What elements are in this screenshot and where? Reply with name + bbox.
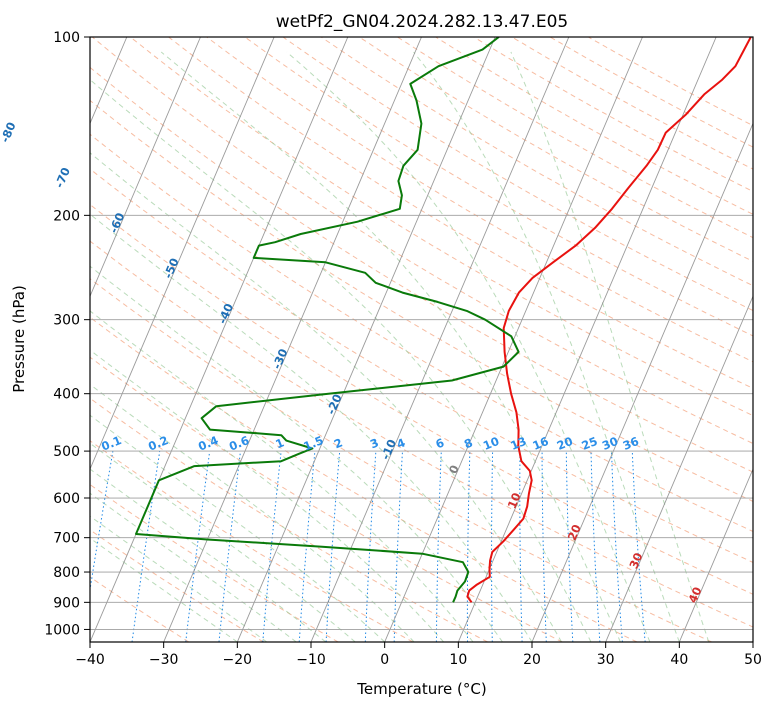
moist-adiabat-line [90, 310, 474, 642]
y-tick-label: 1000 [44, 622, 80, 638]
moist-adiabat-line [90, 537, 238, 642]
isotherm-label: -80 [0, 120, 19, 145]
x-tick-label: 50 [744, 652, 762, 668]
x-tick-label: 0 [380, 652, 389, 668]
x-tick-label: −30 [149, 652, 179, 668]
x-axis: −40 −30 −20 −10 0 10 20 30 40 50 [75, 642, 762, 668]
y-tick-label: 100 [53, 30, 80, 46]
plot-frame [89, 36, 754, 643]
isotherm-line [752, 640, 753, 642]
moist-adiabat-line [286, 51, 651, 642]
mixing-ratio-label: 13 [508, 434, 528, 453]
y-tick-label: 200 [53, 208, 80, 224]
isotherm-line [90, 37, 349, 642]
moist-adiabat-line [413, 51, 680, 642]
moist-adiabat-line [90, 414, 386, 642]
isotherm-line [236, 37, 496, 642]
dry-adiabat-line [90, 99, 753, 502]
moist-adiabat-line [90, 152, 562, 642]
y-tick-label: 700 [53, 531, 80, 547]
isotherm-label: 20 [565, 522, 584, 542]
y-tick-label: 600 [53, 491, 80, 507]
moist-adiabat-line [90, 442, 356, 642]
isotherm-label: -70 [52, 165, 73, 190]
y-tick-label: 400 [53, 387, 80, 403]
y-tick-label: 500 [53, 444, 80, 460]
dry-adiabat-line [397, 37, 753, 239]
mixing-ratio-label: 30 [600, 434, 620, 453]
mixing-ratio-line [90, 451, 114, 593]
dry-adiabat-line [282, 37, 753, 312]
dry-adiabat-line [90, 133, 753, 533]
x-tick-label: 40 [670, 652, 688, 668]
x-tick-label: −20 [223, 652, 253, 668]
mixing-ratio-line [631, 451, 646, 642]
dry-adiabat-line [130, 37, 753, 417]
mixing-ratio-line [218, 451, 241, 642]
moist-adiabat-line [90, 78, 592, 642]
mixing-ratio-label: 10 [481, 434, 501, 453]
dry-adiabat-line [91, 37, 753, 445]
y-tick-label: 300 [53, 313, 80, 329]
dry-adiabat-line [90, 203, 753, 595]
moist-adiabat-line [90, 265, 503, 642]
isotherm-line [90, 37, 275, 471]
moist-adiabat-line [160, 51, 621, 642]
dry-adiabat-line [168, 37, 753, 389]
moist-adiabat-line [510, 51, 710, 642]
x-tick-label: −10 [296, 652, 326, 668]
x-tick-label: 10 [449, 652, 467, 668]
mixing-ratio-label: 25 [579, 434, 599, 453]
mixing-ratio-label: 16 [531, 434, 551, 453]
mixing-ratio-label: 36 [621, 434, 641, 453]
mixing-ratio-label: 20 [555, 434, 575, 453]
plot-background [90, 37, 753, 642]
isotherm-line [163, 37, 422, 642]
isotherm-label: 30 [626, 551, 645, 571]
dry-adiabat-line [90, 168, 753, 563]
dewpoint-trace [135, 37, 520, 603]
dry-adiabat-line [90, 66, 753, 473]
isotherm-line [90, 37, 201, 298]
temperature-trace [466, 37, 752, 603]
sounding-traces [135, 37, 752, 603]
isotherm-label: 10 [505, 491, 524, 511]
chart-title: wetPf2_GN04.2024.282.13.47.E05 [276, 12, 568, 32]
y-tick-label: 800 [53, 565, 80, 581]
isotherm-line [531, 122, 753, 642]
x-tick-label: 30 [597, 652, 615, 668]
mixing-ratio-line [298, 451, 316, 642]
isotherm-line [605, 295, 753, 642]
mixing-ratio-line [185, 451, 211, 642]
dry-adiabat-line [90, 397, 488, 642]
x-tick-label: 20 [523, 652, 541, 668]
y-axis-label: Pressure (hPa) [10, 285, 28, 393]
isotherm-line [678, 467, 753, 642]
y-tick-label: 900 [53, 595, 80, 611]
moist-adiabat-line [90, 349, 444, 642]
y-axis: 100 200 300 400 500 600 700 800 900 1000 [44, 30, 90, 638]
x-axis-label: Temperature (°C) [356, 680, 486, 698]
x-tick-label: −40 [75, 652, 105, 668]
moist-adiabat-line [90, 213, 533, 642]
dry-adiabat-line [90, 278, 712, 642]
moist-adiabat-line [90, 383, 415, 642]
isotherm-line [310, 37, 570, 642]
dry-adiabat-line [206, 37, 753, 363]
isotherm-label: 40 [685, 585, 704, 605]
dry-adiabat-line [90, 240, 753, 628]
mixing-ratio-line [262, 451, 282, 642]
dry-adiabat-line [511, 37, 753, 170]
isotherm-line [457, 37, 717, 642]
dry-adiabat-line [244, 37, 753, 337]
